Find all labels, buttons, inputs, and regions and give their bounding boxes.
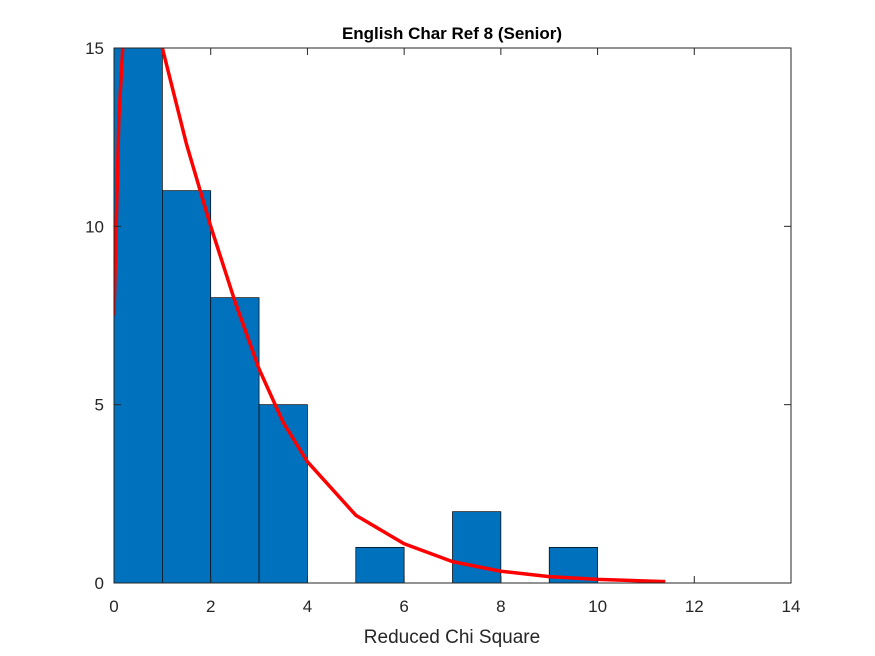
x-axis-label: Reduced Chi Square: [364, 627, 540, 648]
chart-title: English Char Ref 8 (Senior): [342, 24, 562, 43]
y-tick-label: 10: [85, 217, 104, 236]
x-tick-label: 12: [685, 597, 704, 616]
fit-curve: [114, 48, 666, 583]
bar: [210, 297, 260, 583]
bar: [258, 404, 308, 583]
x-tick-label: 8: [496, 597, 505, 616]
bar: [162, 190, 212, 583]
y-tick-label: 0: [95, 574, 104, 593]
y-tick-label: 5: [95, 396, 104, 415]
plot-area: [114, 48, 666, 583]
bar: [452, 511, 502, 583]
y-tick-label: 15: [85, 39, 104, 58]
bar: [114, 48, 163, 583]
x-tick-label: 4: [303, 597, 312, 616]
x-tick-label: 10: [588, 597, 607, 616]
x-tick-label: 2: [206, 597, 215, 616]
axes-box: [113, 47, 792, 584]
x-tick-label: 6: [399, 597, 408, 616]
x-tick-label: 14: [782, 597, 801, 616]
bar: [355, 546, 405, 583]
x-tick-label: 0: [109, 597, 118, 616]
